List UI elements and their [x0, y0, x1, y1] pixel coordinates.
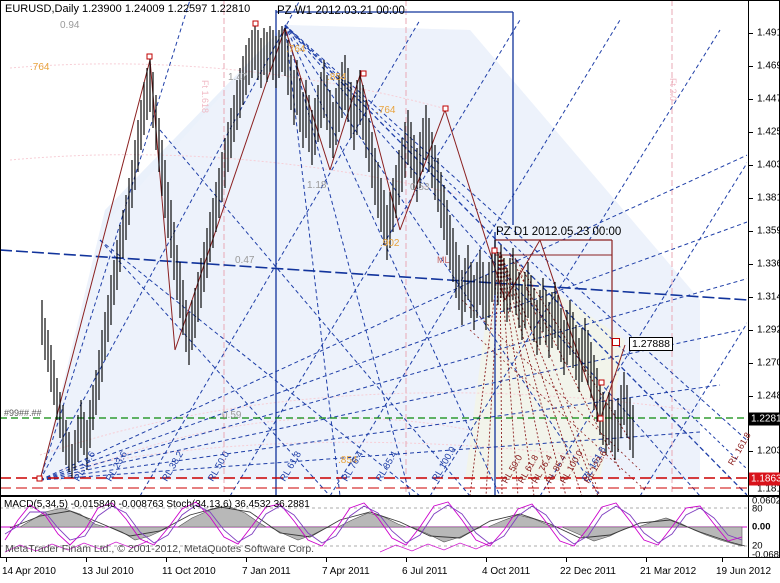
time-tick-label: 4 Oct 2011	[482, 566, 531, 577]
price-tick-label: 1.46980	[757, 60, 780, 72]
time-tick-label: 21 Mar 2012	[640, 566, 697, 577]
fib-label-854-a: .854	[327, 72, 347, 83]
price-tick-label: 1.35930	[757, 225, 780, 237]
indicator-level-80: 80	[752, 503, 763, 515]
fib-label-0-53: 0.53	[410, 182, 430, 193]
price-tick-label: 1.38140	[757, 192, 780, 204]
fib-label-1-18: 1.18	[307, 180, 327, 191]
quote-header: EURUSD,Daily 1.23900 1.24009 1.22597 1.2…	[5, 3, 251, 15]
price-marker-handle[interactable]	[612, 338, 620, 346]
fib-label-902: .902	[380, 238, 400, 249]
hash-price-label: #99##.##	[4, 408, 42, 418]
fib-label-0-94: 0.94	[60, 20, 80, 31]
fib-label-854-b: .854	[338, 455, 358, 466]
price-tick-label: 1.20395	[757, 445, 780, 457]
fib-label-764-c: .764	[376, 105, 396, 116]
indicator-axis-bottom: -0.06843	[752, 549, 780, 561]
time-tick-label: 7 Apr 2011	[322, 566, 370, 577]
time-tick-label: 22 Dec 2011	[560, 566, 616, 577]
fib-label-764-b: .764	[286, 44, 306, 55]
price-tick-label: 1.40350	[757, 159, 780, 171]
median-line-label: ML	[437, 255, 450, 265]
fib-label-ft-1618: Ft 1.618	[200, 80, 210, 114]
time-tick-label: 19 Jun 2012	[716, 566, 772, 577]
price-tick-label: 1.24815	[757, 390, 780, 402]
time-tick-label: 13 Jul 2010	[82, 566, 134, 577]
indicator-axis-top: 0.06026	[752, 495, 780, 507]
indicator-zero: 0.00	[752, 521, 771, 533]
fib-label-0-59: 0.59	[222, 410, 242, 421]
copyright-notice: MetaTrader Finam Ltd., © 2001-2012, Meta…	[5, 543, 315, 555]
fib-label-0-47: 0.47	[235, 255, 255, 266]
time-tick-label: 6 Jul 2011	[402, 566, 448, 577]
time-tick-label: 11 Oct 2010	[162, 566, 216, 577]
fib-label-1-47: 1.47	[228, 72, 248, 83]
indicator-level-20: 20	[752, 540, 763, 552]
time-tick-label: 7 Jan 2011	[242, 566, 291, 577]
object-label-pz-w1[interactable]: PZ W1 2012.03.21 00:00	[277, 5, 405, 17]
price-marker-label[interactable]: 1.27888	[629, 337, 673, 351]
price-tick-label: 1.49190	[757, 27, 780, 39]
price-tick-label: 1.33655	[757, 258, 780, 270]
fib-label-764-a: .764	[30, 62, 50, 73]
time-tick-label: 14 Apr 2010	[2, 566, 56, 577]
price-tick-label: 1.18185	[757, 483, 780, 495]
price-tick-label: 1.31445	[757, 291, 780, 303]
price-axis-separator	[748, 0, 749, 558]
fib-label-ft-20: Ft 2.0	[668, 78, 678, 102]
current-price-label: 1.22810	[749, 412, 780, 426]
indicator-header: MACD(5,34,5) -0.015840 -0.008763 Stoch(3…	[4, 499, 310, 510]
object-label-pz-d1[interactable]: PZ D1 2012.05.23 00:00	[496, 226, 622, 238]
price-tick-label: 1.44770	[757, 93, 780, 105]
price-tick-label: 1.42560	[757, 126, 780, 138]
price-tick-label: 1.27025	[757, 357, 780, 369]
price-tick-label: 1.29235	[757, 324, 780, 336]
